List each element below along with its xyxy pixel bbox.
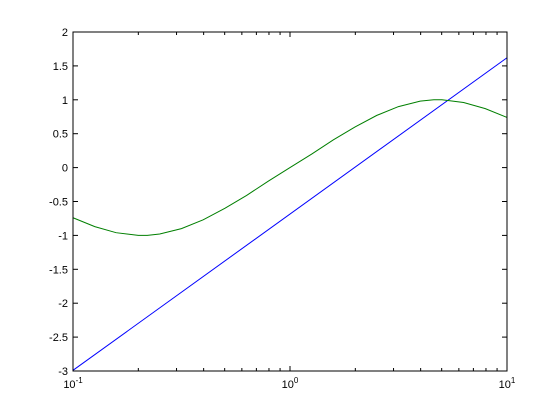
y-tick-label: -1.5 (49, 264, 68, 276)
x-tick-label: 101 (499, 376, 516, 391)
label-layer: -3 -2.5 -2 -1.5 -1 -0.5 0 0.5 1 1.5 2 10-1 100 101 (49, 27, 516, 391)
y-tick-label: -2 (58, 298, 68, 310)
series-layer (72, 57, 508, 371)
series-line-2 (72, 99, 508, 236)
y-tick-label: 2 (62, 27, 68, 39)
series-line-1 (72, 57, 508, 371)
y-tick-label: 0 (62, 163, 68, 175)
y-tick-label: -0.5 (49, 197, 68, 209)
y-tick-label: -1 (58, 230, 68, 242)
plot-area (73, 32, 507, 371)
axes-box (72, 31, 508, 372)
y-tick-label: 0.5 (53, 129, 68, 141)
y-tick-label: 1.5 (53, 61, 68, 73)
y-tick-label: -3 (58, 366, 68, 378)
y-tick-label: 1 (62, 95, 68, 107)
x-tick-label: 100 (282, 376, 299, 391)
y-tick-label: -2.5 (49, 332, 68, 344)
x-tick-label: 10-1 (63, 376, 83, 391)
